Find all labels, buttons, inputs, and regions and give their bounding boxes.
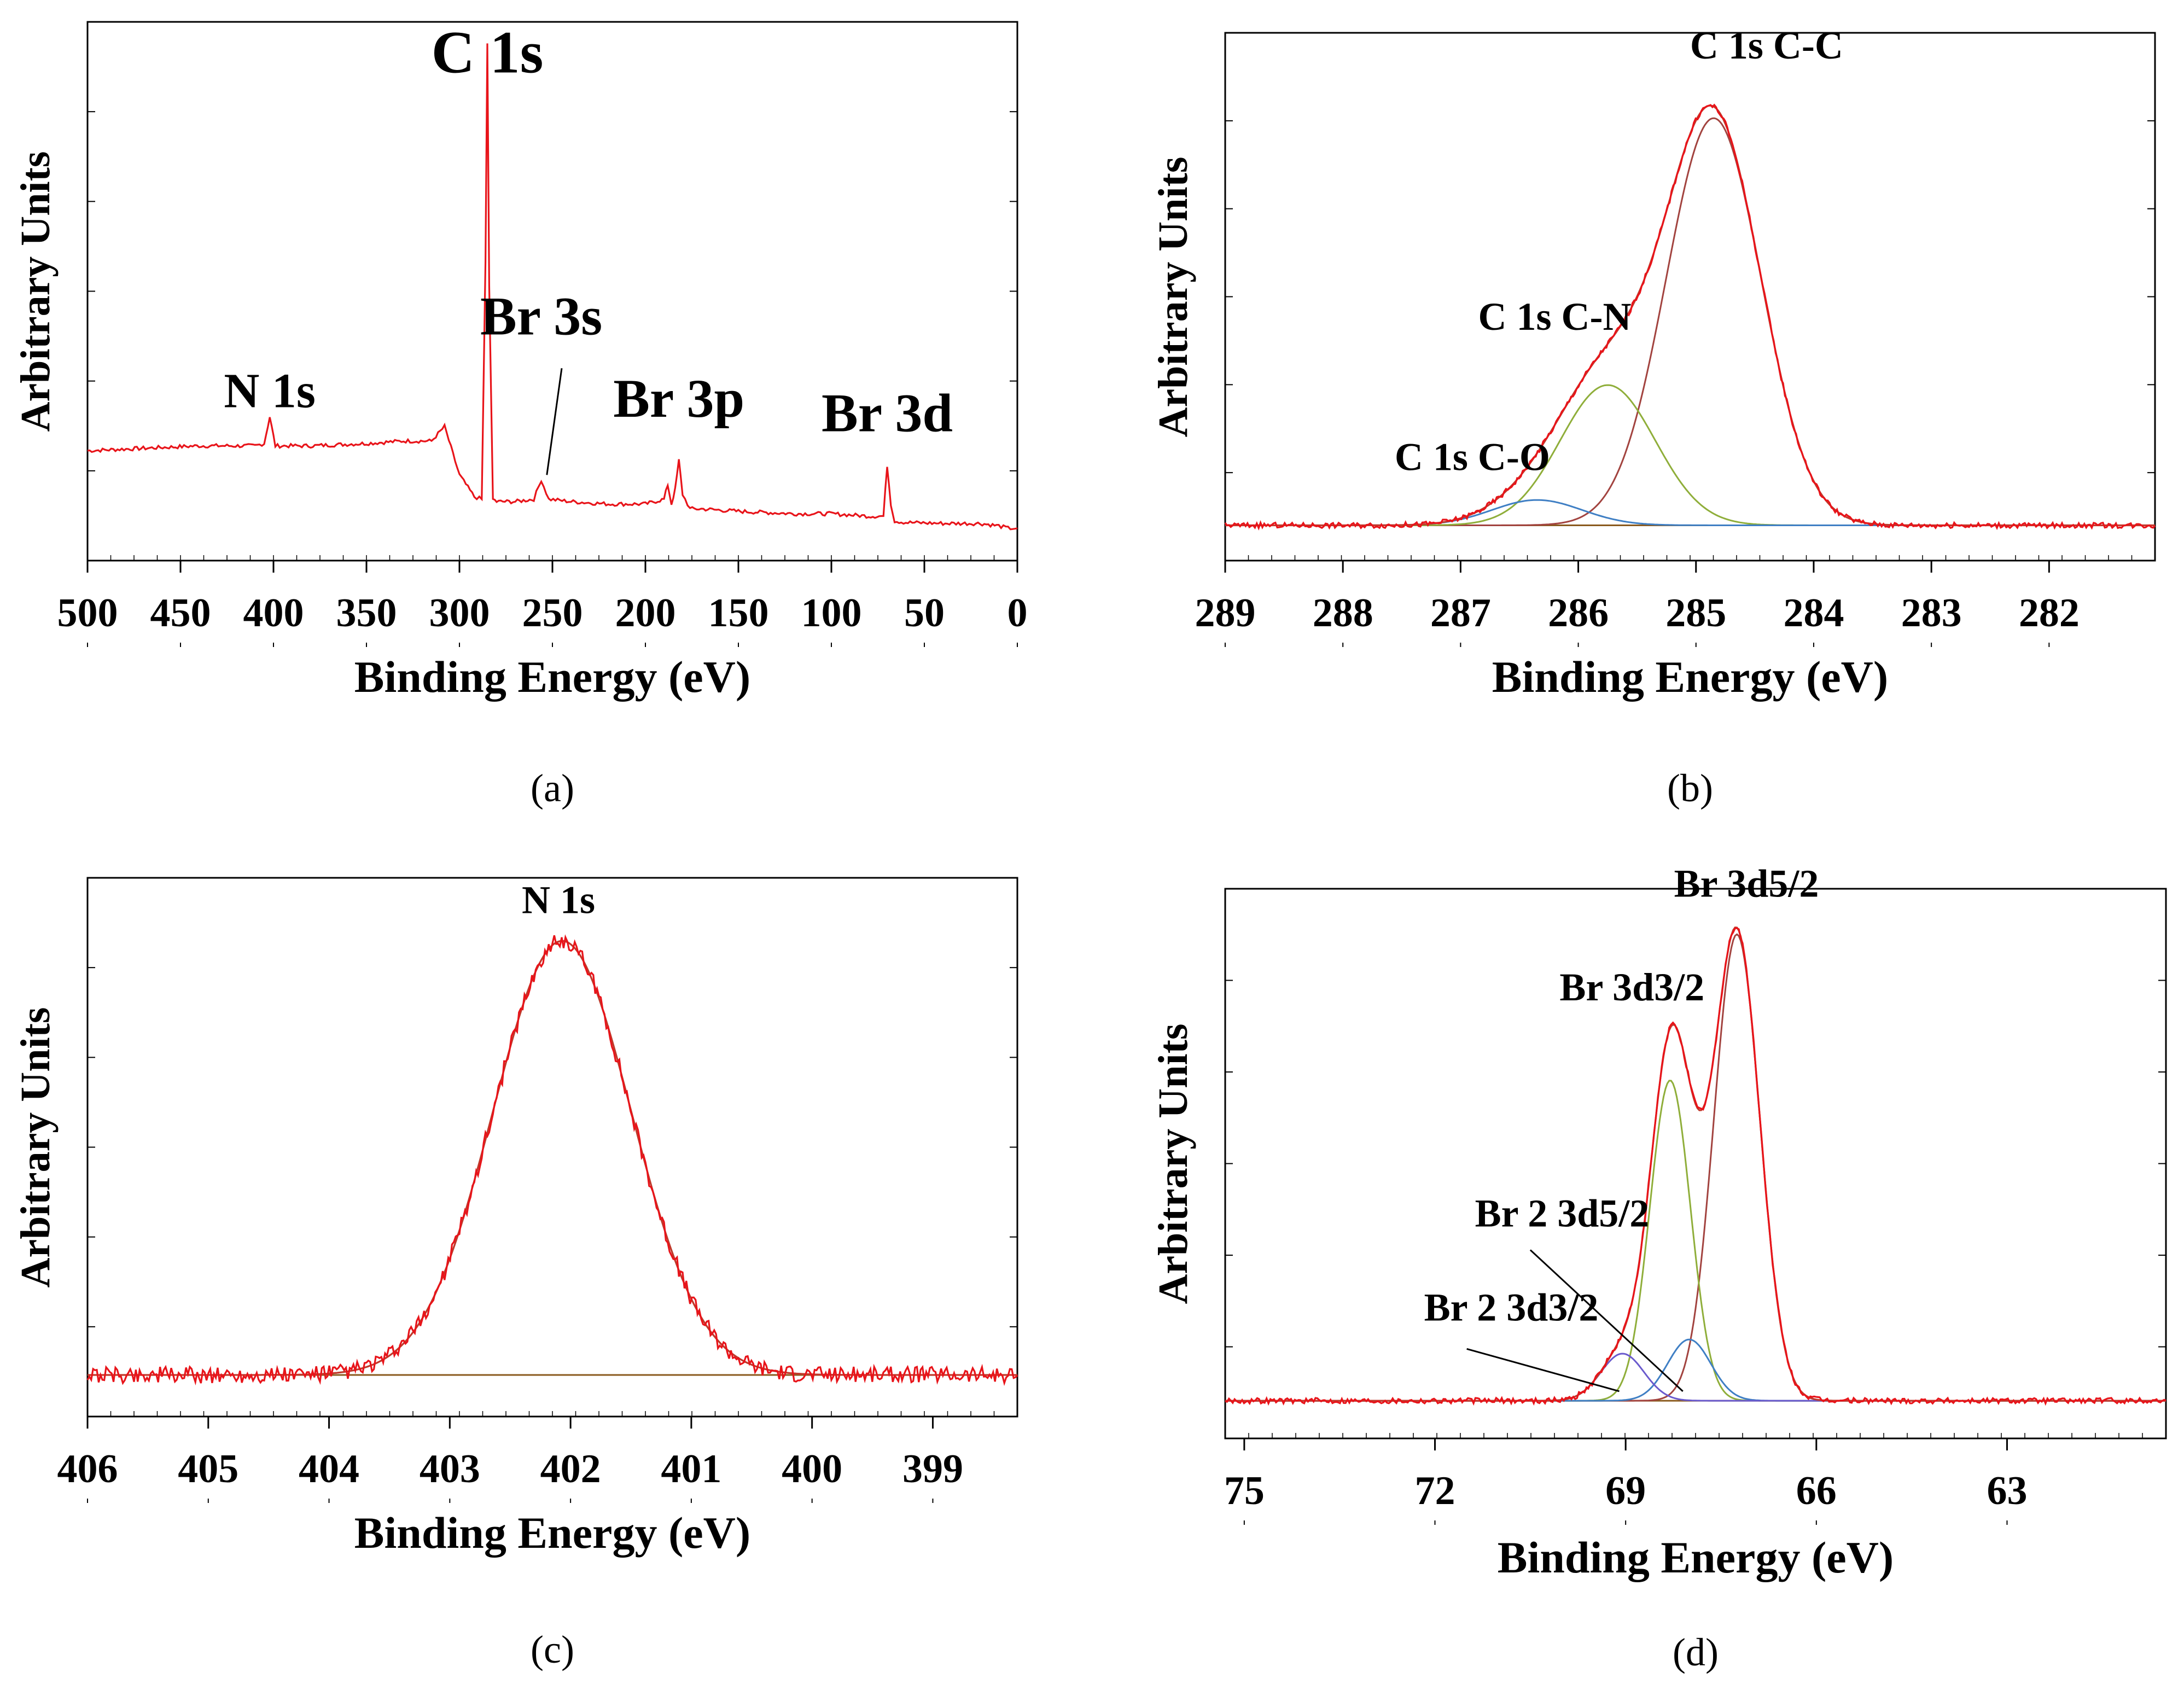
x-tick-label-d: 66 [1796, 1468, 1837, 1513]
peak-annotation-d: Br 3d5/2 [1674, 861, 1819, 905]
leader-line-br2-3d5 [1529, 1249, 1684, 1392]
leader-line-br3s [546, 368, 563, 475]
series-line-survey [87, 43, 1018, 531]
x-axis-label-d: Binding Energy (eV) [1498, 1532, 1894, 1582]
peak-annotation-a: Br 3s [480, 285, 602, 346]
x-axis-label-a: Binding Energy (eV) [354, 652, 750, 702]
x-tick-label-a: 250 [522, 591, 583, 636]
x-tick-label-b: 284 [1783, 591, 1844, 636]
peak-annotation-a: C 1s [432, 19, 544, 86]
x-tick-label-a: 300 [429, 591, 490, 636]
x-tick-label-b: 288 [1313, 591, 1373, 636]
panel-label-c: (c) [531, 1628, 574, 1671]
x-tick-label-a: 0 [1007, 591, 1028, 636]
x-tick-label-d: 69 [1605, 1468, 1646, 1513]
x-tick-label-b: 283 [1901, 591, 1962, 636]
leader-line-br2-3d3 [1466, 1348, 1620, 1392]
y-axis-label-d: Arbitrary Units [1150, 1024, 1196, 1304]
peak-annotation-b: C 1s C-N [1478, 295, 1632, 339]
x-tick-label-b: 287 [1430, 591, 1491, 636]
x-tick-label-b: 286 [1548, 591, 1609, 636]
peak-annotation-d: Br 3d3/2 [1559, 965, 1704, 1009]
x-tick-label-b: 285 [1665, 591, 1726, 636]
panel-b: 289 288 287 286 285 284 283 282 C 1s C-C C 1s C-N… [1150, 24, 2156, 810]
x-tick-label-a: 400 [243, 591, 304, 636]
x-tick-label-a: 500 [57, 591, 118, 636]
x-axis-label-b: Binding Energy (eV) [1492, 652, 1888, 702]
x-tick-label-c: 401 [661, 1447, 721, 1491]
x-tick-label-c: 406 [57, 1447, 118, 1491]
peak-annotation-c: N 1s [522, 878, 595, 922]
x-tick-label-b: 289 [1195, 591, 1256, 636]
panel-a: 500 450 400 350 300 250 200 150 100 50 0C 1sN 1sBr… [13, 19, 1028, 810]
series-line-measured [1225, 927, 2166, 1406]
x-tick-label-c: 403 [420, 1447, 480, 1491]
peak-annotation-b: C 1s C-O [1395, 435, 1550, 479]
peak-annotation-b: C 1s C-C [1690, 24, 1843, 67]
x-tick-label-d: 72 [1415, 1468, 1455, 1513]
x-tick-label-c: 402 [540, 1447, 601, 1491]
x-tick-label-c: 399 [902, 1447, 963, 1491]
y-axis-label-a: Arbitrary Units [13, 151, 59, 432]
x-tick-label-a: 200 [615, 591, 676, 636]
panel-label-d: (d) [1673, 1630, 1719, 1674]
x-tick-label-b: 282 [2019, 591, 2080, 636]
panel-label-a: (a) [531, 766, 574, 810]
x-tick-label-c: 400 [782, 1447, 842, 1491]
x-tick-label-a: 350 [336, 591, 397, 636]
plot-area-d: 75 72 69 66 63 Br 3d5/2 Br 3d3/2 Br 2 3d5/2 Br 2… [1224, 861, 2166, 1525]
peak-annotation-d: Br 2 3d3/2 [1424, 1286, 1599, 1330]
panel-c: 406 405 404 403 402 401 400 399 N 1s Arbitrary U… [13, 877, 1018, 1671]
peak-annotation-a: Br 3p [613, 368, 744, 429]
plot-area-b: 289 288 287 286 285 284 283 282 C 1s C-C C 1s C-N… [1195, 24, 2156, 647]
peak-annotation-d: Br 2 3d5/2 [1475, 1191, 1650, 1235]
x-tick-label-d: 63 [1987, 1468, 2027, 1513]
plot-area-c: 406 405 404 403 402 401 400 399 N 1s [57, 878, 1018, 1503]
series-line-measured [86, 934, 1018, 1386]
x-tick-label-a: 450 [150, 591, 211, 636]
x-tick-label-a: 50 [904, 591, 945, 636]
series-line-measured [1224, 103, 2156, 531]
x-tick-label-c: 404 [299, 1447, 359, 1491]
y-axis-label-c: Arbitrary Units [13, 1007, 59, 1288]
peak-annotation-a: N 1s [224, 364, 316, 418]
y-axis-label-b: Arbitrary Units [1150, 157, 1196, 438]
x-tick-label-a: 100 [801, 591, 862, 636]
x-tick-label-a: 150 [708, 591, 769, 636]
panel-d: 75 72 69 66 63 Br 3d5/2 Br 3d3/2 Br 2 3d5/2 Br 2… [1150, 861, 2167, 1674]
x-tick-label-c: 405 [178, 1447, 238, 1491]
peak-annotation-a: Br 3d [822, 383, 953, 444]
plot-area-a: 500 450 400 350 300 250 200 150 100 50 0C 1sN 1sBr… [57, 19, 1028, 647]
x-axis-label-c: Binding Energy (eV) [354, 1508, 750, 1558]
x-tick-label-d: 75 [1224, 1468, 1265, 1513]
panel-label-b: (b) [1667, 766, 1713, 810]
